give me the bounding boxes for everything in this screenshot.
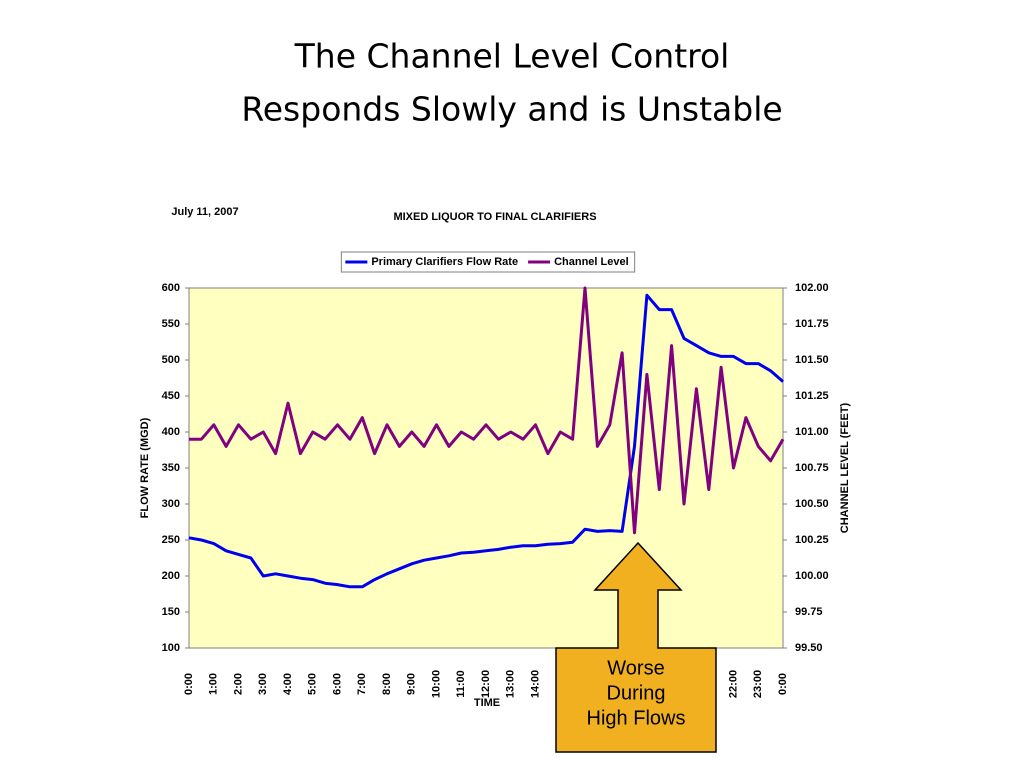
x-tick-label: 9:00 (406, 673, 418, 695)
y2-tick-label: 100.75 (795, 462, 829, 474)
callout-text: High Flows (587, 707, 686, 729)
y-tick-label: 150 (162, 606, 180, 618)
series-line (189, 286, 785, 535)
x-tick-label: 23:00 (752, 670, 764, 698)
legend-label: Channel Level (554, 256, 629, 268)
x-tick-label: 3:00 (257, 673, 269, 695)
series-line (188, 293, 784, 589)
y2-tick-label: 100.00 (795, 570, 829, 582)
legend-label: Primary Clarifiers Flow Rate (371, 256, 518, 268)
y-tick-label: 550 (162, 318, 180, 330)
chart-title: MIXED LIQUOR TO FINAL CLARIFIERS (393, 211, 596, 223)
legend-box (340, 251, 636, 273)
y-tick-label: 300 (162, 498, 180, 510)
y2-axis-label: CHANNEL LEVEL (FEET) (839, 402, 851, 533)
slide-title: The Channel Level Control (294, 37, 730, 76)
slide-title: Responds Slowly and is Unstable (241, 90, 782, 129)
y-tick-label: 600 (162, 282, 180, 294)
chart-annotation: July 11, 2007 (171, 206, 238, 218)
callout: Worse During High Flows (555, 541, 717, 753)
x-tick-label: 4:00 (282, 673, 294, 695)
x-tick-label: 10:00 (430, 670, 442, 698)
y2-tick-label: 100.50 (795, 498, 829, 510)
y-tick-label: 100 (162, 642, 180, 654)
y2-tick-label: 99.75 (795, 606, 823, 618)
x-tick-label: 2:00 (232, 673, 244, 695)
x-tick-label: 14:00 (529, 670, 541, 698)
y-axis-label: FLOW RATE (MGD) (139, 417, 151, 518)
y2-tick-label: 101.00 (795, 426, 829, 438)
y2-tick-label: 101.25 (795, 390, 829, 402)
x-tick-label: 5:00 (307, 673, 319, 695)
x-tick-label: 7:00 (356, 673, 368, 695)
x-tick-label: 13:00 (505, 670, 517, 698)
x-axis-label: TIME (474, 697, 500, 709)
y2-tick-label: 101.75 (795, 318, 829, 330)
y2-tick-label: 100.25 (795, 534, 829, 546)
x-tick-label: 0:00 (777, 673, 789, 695)
y2-tick-label: 101.50 (795, 354, 829, 366)
x-tick-label: 11:00 (455, 670, 467, 698)
y-tick-label: 250 (162, 534, 180, 546)
y2-tick-label: 99.50 (795, 642, 823, 654)
y-tick-label: 500 (162, 354, 180, 366)
y2-tick-label: 102.00 (795, 282, 829, 294)
x-tick-label: 0:00 (183, 673, 195, 695)
x-tick-label: 22:00 (727, 670, 739, 698)
x-tick-label: 1:00 (208, 673, 220, 695)
x-tick-label: 8:00 (381, 673, 393, 695)
y-tick-label: 200 (162, 570, 180, 582)
x-tick-label: 12:00 (480, 670, 492, 698)
y-tick-label: 450 (162, 390, 180, 402)
legend: Primary Clarifiers Flow Rate Channel Leve… (340, 251, 636, 273)
callout-text: Worse (607, 657, 664, 679)
y-tick-label: 400 (162, 426, 180, 438)
callout-text: During (607, 682, 666, 704)
x-tick-label: 6:00 (331, 673, 343, 695)
plot-area (188, 287, 784, 649)
y-tick-label: 350 (162, 462, 180, 474)
callout-arrow (555, 541, 717, 753)
